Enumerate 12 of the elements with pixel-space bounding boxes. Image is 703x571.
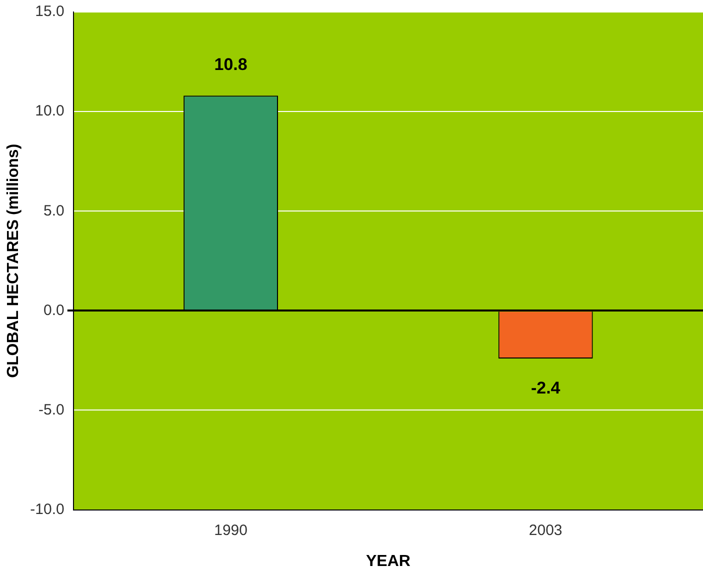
y-tick-label: 10.0 <box>35 102 64 120</box>
data-label: 10.8 <box>214 54 248 74</box>
y-tick-label: 0.0 <box>44 302 64 319</box>
x-axis-title: YEAR <box>366 552 411 570</box>
y-tick-label: -5.0 <box>38 401 64 418</box>
x-tick-label: 2003 <box>528 522 562 539</box>
y-tick-label: -10.0 <box>30 500 64 518</box>
y-tick-label: 5.0 <box>44 202 64 220</box>
y-axis-title: GLOBAL HECTARES (millions) <box>5 144 22 378</box>
data-label: -2.4 <box>530 378 561 398</box>
x-tick-label: 1990 <box>214 522 248 539</box>
y-tick-label: 15.0 <box>35 3 64 20</box>
